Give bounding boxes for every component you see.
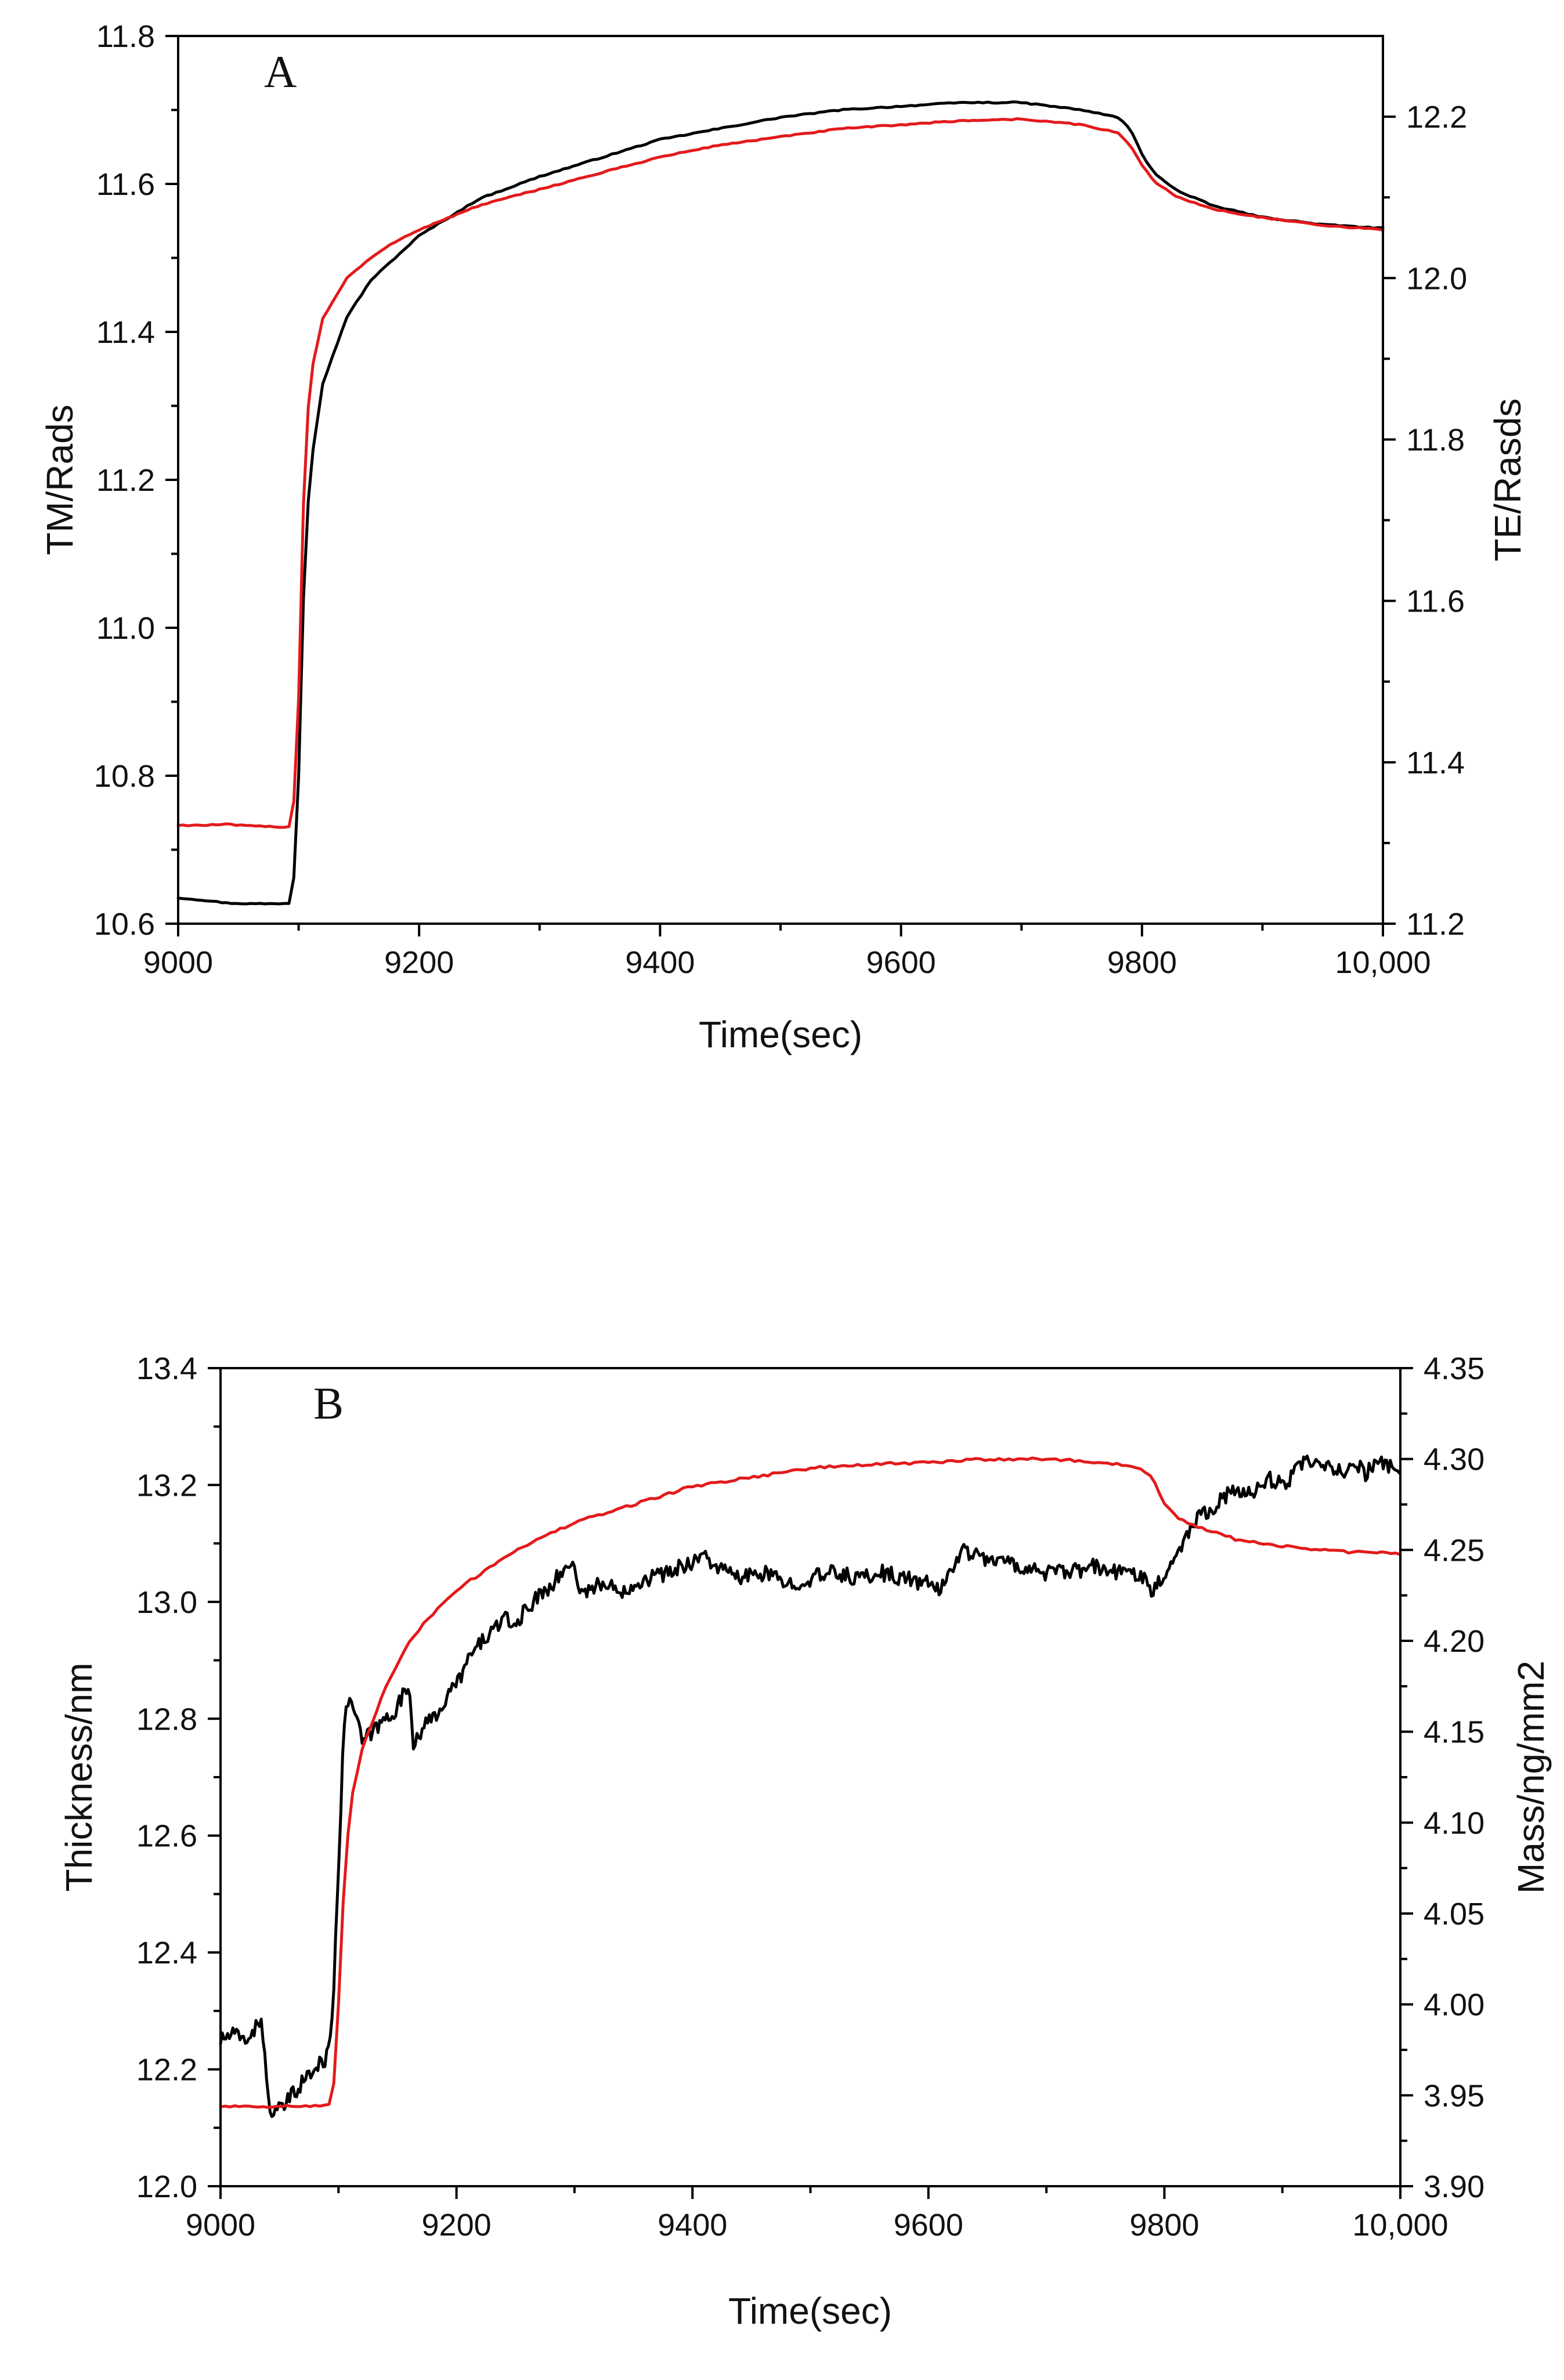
- chart-b-y-left-tick-label: 13.4: [136, 1351, 197, 1386]
- chart-a-series-layer: [176, 100, 1385, 906]
- chart-a-panel-label: A: [264, 46, 297, 97]
- chart-b-y-left-tick-label: 12.2: [136, 2053, 197, 2088]
- chart-a-tick-layer: 9000 9200 9400 9600 9800 10,000 10.6 10.8 11.0 11…: [94, 19, 1467, 980]
- chart-a-x-tick-label: 9400: [625, 945, 695, 980]
- chart-b-x-tick-label: 10,000: [1352, 2208, 1448, 2242]
- chart-b-y-left-tick-label: 13.0: [136, 1585, 197, 1620]
- chart-a-y-left-title: TM/Rads: [39, 404, 81, 555]
- chart-b-y-right-tick-label: 4.30: [1424, 1442, 1484, 1477]
- chart-b-y-right-tick-label: 4.35: [1424, 1351, 1484, 1386]
- chart-b-y-right-tick-label: 4.05: [1424, 1897, 1484, 1932]
- chart-b-x-tick-label: 9800: [1129, 2208, 1199, 2242]
- chart-a-x-tick-label: 9200: [384, 945, 454, 980]
- chart-a-x-tick-label: 9800: [1107, 945, 1177, 980]
- chart-b-x-tick-label: 9000: [186, 2208, 255, 2242]
- chart-a-y-right-tick-label: 11.8: [1406, 422, 1465, 457]
- chart-b-series-mass-line: [219, 1456, 1402, 2109]
- chart-b-y-right-tick-label: 4.00: [1424, 1988, 1484, 2023]
- chart-a-y-right-tick-label: 11.6: [1406, 584, 1465, 619]
- chart-b-y-left-tick-label: 12.8: [136, 1702, 197, 1737]
- chart-a-x-tick-label: 9000: [143, 945, 213, 980]
- chart-b-x-tick-label: 9400: [658, 2208, 727, 2242]
- chart-a-y-right-tick-label: 11.2: [1406, 907, 1465, 942]
- chart-a-y-left-tick-label: 11.0: [96, 611, 155, 646]
- chart-b-panel-label: B: [313, 1378, 344, 1428]
- chart-b-y-left-tick-label: 12.0: [136, 2169, 197, 2204]
- chart-b-series-thickness-line: [219, 1454, 1401, 2118]
- chart-panel-a: 9000 9200 9400 9600 9800 10,000 10.6 10.8 11.0 11…: [39, 19, 1529, 1055]
- chart-b-y-right-tick-label: 4.15: [1424, 1715, 1484, 1750]
- chart-b-y-right-tick-label: 3.90: [1424, 2169, 1484, 2204]
- chart-a-y-right-tick-label: 12.2: [1406, 100, 1467, 135]
- chart-a-y-right-tick-label: 12.0: [1406, 261, 1467, 296]
- chart-a-series-te-line: [176, 117, 1385, 829]
- chart-a-y-left-tick-label: 11.4: [96, 315, 155, 350]
- chart-b-x-tick-label: 9200: [422, 2208, 492, 2242]
- chart-b-y-left-tick-label: 12.6: [136, 1819, 197, 1854]
- chart-b-y-right-tick-label: 4.10: [1424, 1806, 1484, 1840]
- chart-b-y-left-title: Thickness/nm: [58, 1663, 100, 1892]
- chart-b-y-left-tick-label: 12.4: [136, 1936, 197, 1970]
- chart-a-y-left-tick-label: 11.6: [96, 167, 155, 202]
- chart-a-y-left-tick-label: 11.2: [96, 463, 155, 498]
- chart-a-plot-frame: [177, 35, 1384, 925]
- chart-b-x-axis-title: Time(sec): [728, 2290, 892, 2332]
- chart-b-tick-layer: 9000 9200 9400 9600 9800 10,000 12.0 12.2 12.4 12…: [136, 1351, 1484, 2242]
- chart-b-x-tick-label: 9600: [894, 2208, 963, 2242]
- chart-a-x-tick-label: 9600: [866, 945, 936, 980]
- chart-b-series-layer: [219, 1454, 1402, 2118]
- chart-b-y-right-tick-label: 3.95: [1424, 2078, 1484, 2113]
- chart-b-y-right-tick-label: 4.20: [1424, 1624, 1484, 1659]
- chart-a-y-left-tick-label: 11.8: [96, 19, 155, 54]
- chart-a-y-right-tick-label: 11.4: [1406, 746, 1465, 780]
- chart-b-y-left-tick-label: 13.2: [136, 1468, 197, 1503]
- chart-a-y-right-title: TE/Rasds: [1487, 399, 1529, 562]
- chart-a-y-left-tick-label: 10.6: [94, 907, 155, 942]
- chart-b-y-right-tick-label: 4.25: [1424, 1533, 1484, 1568]
- chart-panel-b: 9000 9200 9400 9600 9800 10,000 12.0 12.2 12.4 12…: [58, 1351, 1552, 2332]
- chart-a-y-left-tick-label: 10.8: [94, 759, 155, 794]
- chart-a-series-tm-line: [176, 100, 1385, 906]
- chart-a-x-axis-title: Time(sec): [699, 1014, 862, 1055]
- chart-b-plot-frame: [219, 1367, 1402, 2187]
- chart-a-x-tick-label: 10,000: [1335, 945, 1431, 980]
- chart-b-y-right-title: Mass/ng/mm2: [1510, 1661, 1552, 1894]
